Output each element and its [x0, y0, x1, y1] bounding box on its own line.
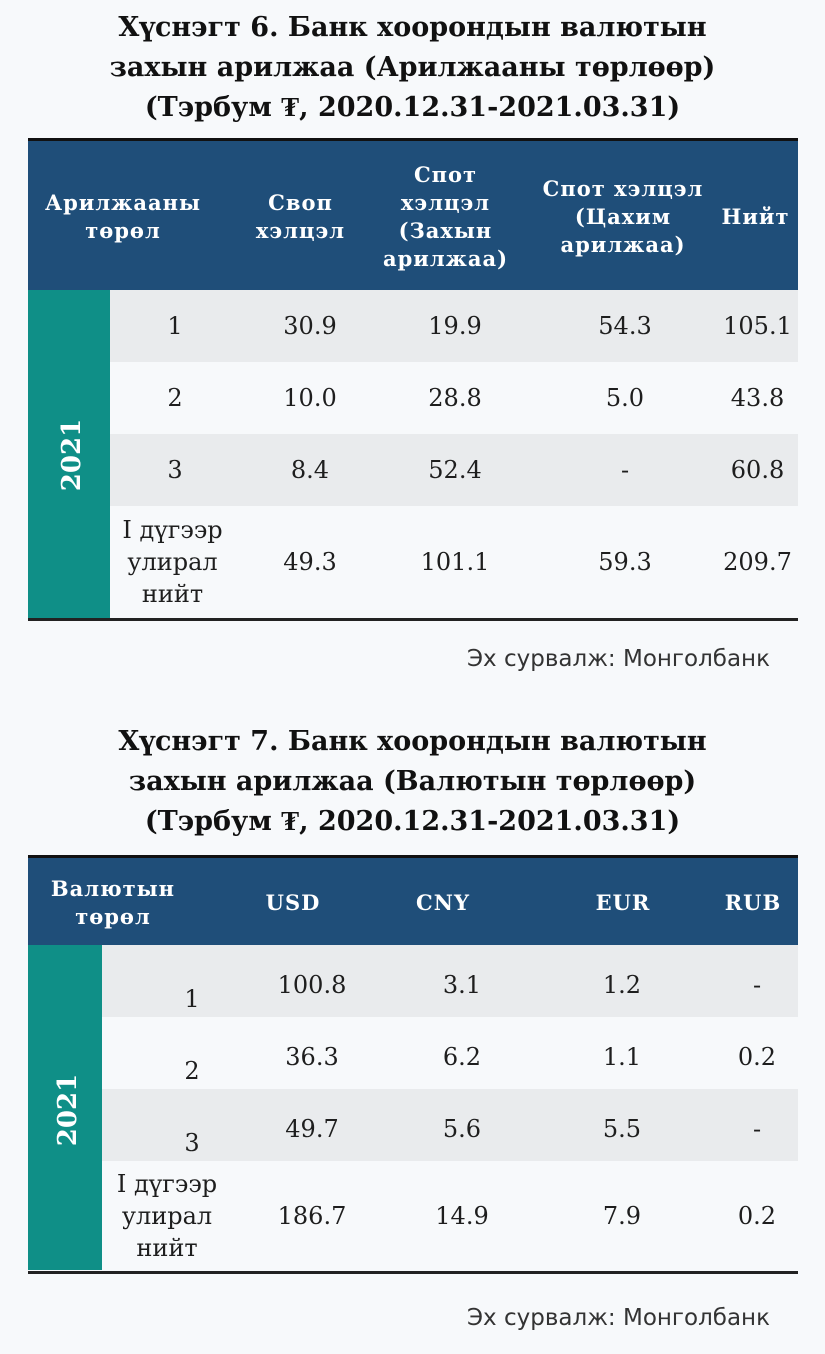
- table7-header-cny: CNY: [416, 890, 470, 915]
- row-label: 2: [184, 1057, 200, 1085]
- table7-title-line-3: (Тэрбум ₮, 2020.12.31-2021.03.31): [144, 806, 681, 837]
- table-row: I дүгээр улирал нийт 186.7 14.9 7.9 0.2: [102, 1161, 798, 1270]
- cell-eur: 7.9: [602, 1201, 642, 1230]
- cell-eur: 1.2: [602, 971, 642, 999]
- row-label: I дүгээр улирал нийт: [116, 1169, 218, 1262]
- table7-body: 2021 1 100.8 3.1 1.2 - 2 36.3 6.2 1.1 0.…: [28, 945, 798, 1270]
- table-row: 3 8.4 52.4 - 60.8: [110, 434, 798, 506]
- row-label: I дүгээр улирал нийт: [122, 516, 223, 608]
- table6-header-swap: Своп хэлцэл: [255, 190, 346, 243]
- table7-bottom-rule: [28, 1271, 798, 1274]
- cell-total: 60.8: [730, 456, 785, 484]
- cell-swap: 10.0: [283, 384, 337, 412]
- cell-spot-electronic: 59.3: [598, 548, 652, 576]
- table-row: 3 49.7 5.6 5.5 -: [102, 1089, 798, 1161]
- cell-usd: 49.7: [285, 1115, 339, 1143]
- cell-spot-market: 52.4: [428, 456, 482, 484]
- cell-cny: 3.1: [442, 971, 482, 999]
- table6-title-line-3: (Тэрбум ₮, 2020.12.31-2021.03.31): [144, 92, 681, 123]
- table7-source: Эх сурвалж: Монголбанк: [467, 1305, 770, 1331]
- row-label: 1: [184, 985, 200, 1013]
- row-label: 3: [184, 1129, 200, 1157]
- table7-title: Хүснэгт 7. Банк хоорондын валютын захын …: [0, 722, 825, 842]
- table7-header-type: Валютын төрөл: [50, 876, 176, 929]
- cell-cny: 6.2: [442, 1043, 482, 1071]
- cell-swap: 8.4: [290, 456, 330, 484]
- table6-year-label: 2021: [57, 418, 88, 492]
- cell-spot-market: 19.9: [428, 312, 482, 340]
- table7-header-eur: EUR: [595, 890, 651, 915]
- cell-eur: 5.5: [602, 1115, 642, 1143]
- cell-spot-market: 28.8: [428, 384, 482, 412]
- cell-rub: -: [752, 1115, 762, 1143]
- table6-bottom-rule: [28, 618, 798, 621]
- cell-spot-market: 101.1: [420, 548, 490, 576]
- table-row: 2 36.3 6.2 1.1 0.2: [102, 1017, 798, 1089]
- table-row: 1 30.9 19.9 54.3 105.1: [110, 290, 798, 362]
- table6-header-spot-market: Спот хэлцэл (Захын арилжаа): [382, 162, 509, 271]
- cell-rub: -: [752, 971, 762, 999]
- cell-usd: 36.3: [285, 1043, 339, 1071]
- cell-total: 105.1: [723, 312, 792, 340]
- table-row: 1 100.8 3.1 1.2 -: [102, 945, 798, 1017]
- table6-header-total: Нийт: [721, 204, 790, 229]
- table6-header: Арилжааны төрөл Своп хэлцэл Спот хэлцэл …: [28, 138, 798, 293]
- cell-cny: 5.6: [442, 1115, 482, 1143]
- table7-year-bar: 2021: [28, 945, 102, 1270]
- cell-total: 43.8: [730, 384, 785, 412]
- cell-usd: 186.7: [277, 1201, 347, 1230]
- cell-eur: 1.1: [602, 1043, 642, 1071]
- cell-rub: 0.2: [737, 1043, 777, 1071]
- cell-swap: 30.9: [283, 312, 337, 340]
- cell-cny: 14.9: [435, 1201, 489, 1230]
- cell-rub: 0.2: [737, 1201, 777, 1230]
- table6-title-line-1: Хүснэгт 6. Банк хоорондын валютын: [118, 12, 707, 43]
- table7-header-usd: USD: [265, 890, 321, 915]
- cell-spot-electronic: 54.3: [598, 312, 652, 340]
- table7-header: Валютын төрөл USD CNY EUR RUB: [28, 855, 798, 948]
- cell-total: 209.7: [723, 548, 792, 576]
- table7-year-label: 2021: [53, 1073, 84, 1147]
- cell-spot-electronic: 5.0: [605, 384, 645, 412]
- table6-title: Хүснэгт 6. Банк хоорондын валютын захын …: [0, 8, 825, 128]
- cell-usd: 100.8: [277, 971, 347, 999]
- row-label: 2: [167, 384, 183, 412]
- table-row: I дүгээр улирал нийт 49.3 101.1 59.3 209…: [110, 506, 798, 618]
- table6-header-spot-electronic: Спот хэлцэл (Цахим арилжаа): [542, 176, 704, 257]
- cell-spot-electronic: -: [620, 456, 630, 484]
- row-label: 1: [167, 312, 183, 340]
- table6-header-type: Арилжааны төрөл: [44, 190, 201, 243]
- cell-swap: 49.3: [283, 548, 337, 576]
- table-row: 2 10.0 28.8 5.0 43.8: [110, 362, 798, 434]
- row-label: 3: [167, 456, 183, 484]
- table6-source: Эх сурвалж: Монголбанк: [467, 646, 770, 672]
- table7-title-line-1: Хүснэгт 7. Банк хоорондын валютын: [118, 726, 707, 757]
- table6-title-line-2: захын арилжаа (Арилжааны төрлөөр): [109, 52, 716, 83]
- table7-header-rub: RUB: [724, 890, 782, 915]
- table7-title-line-2: захын арилжаа (Валютын төрлөөр): [128, 766, 697, 797]
- table6-year-bar: 2021: [28, 290, 110, 618]
- table6-body: 2021 1 30.9 19.9 54.3 105.1 2 10.0 28.8 …: [28, 290, 798, 618]
